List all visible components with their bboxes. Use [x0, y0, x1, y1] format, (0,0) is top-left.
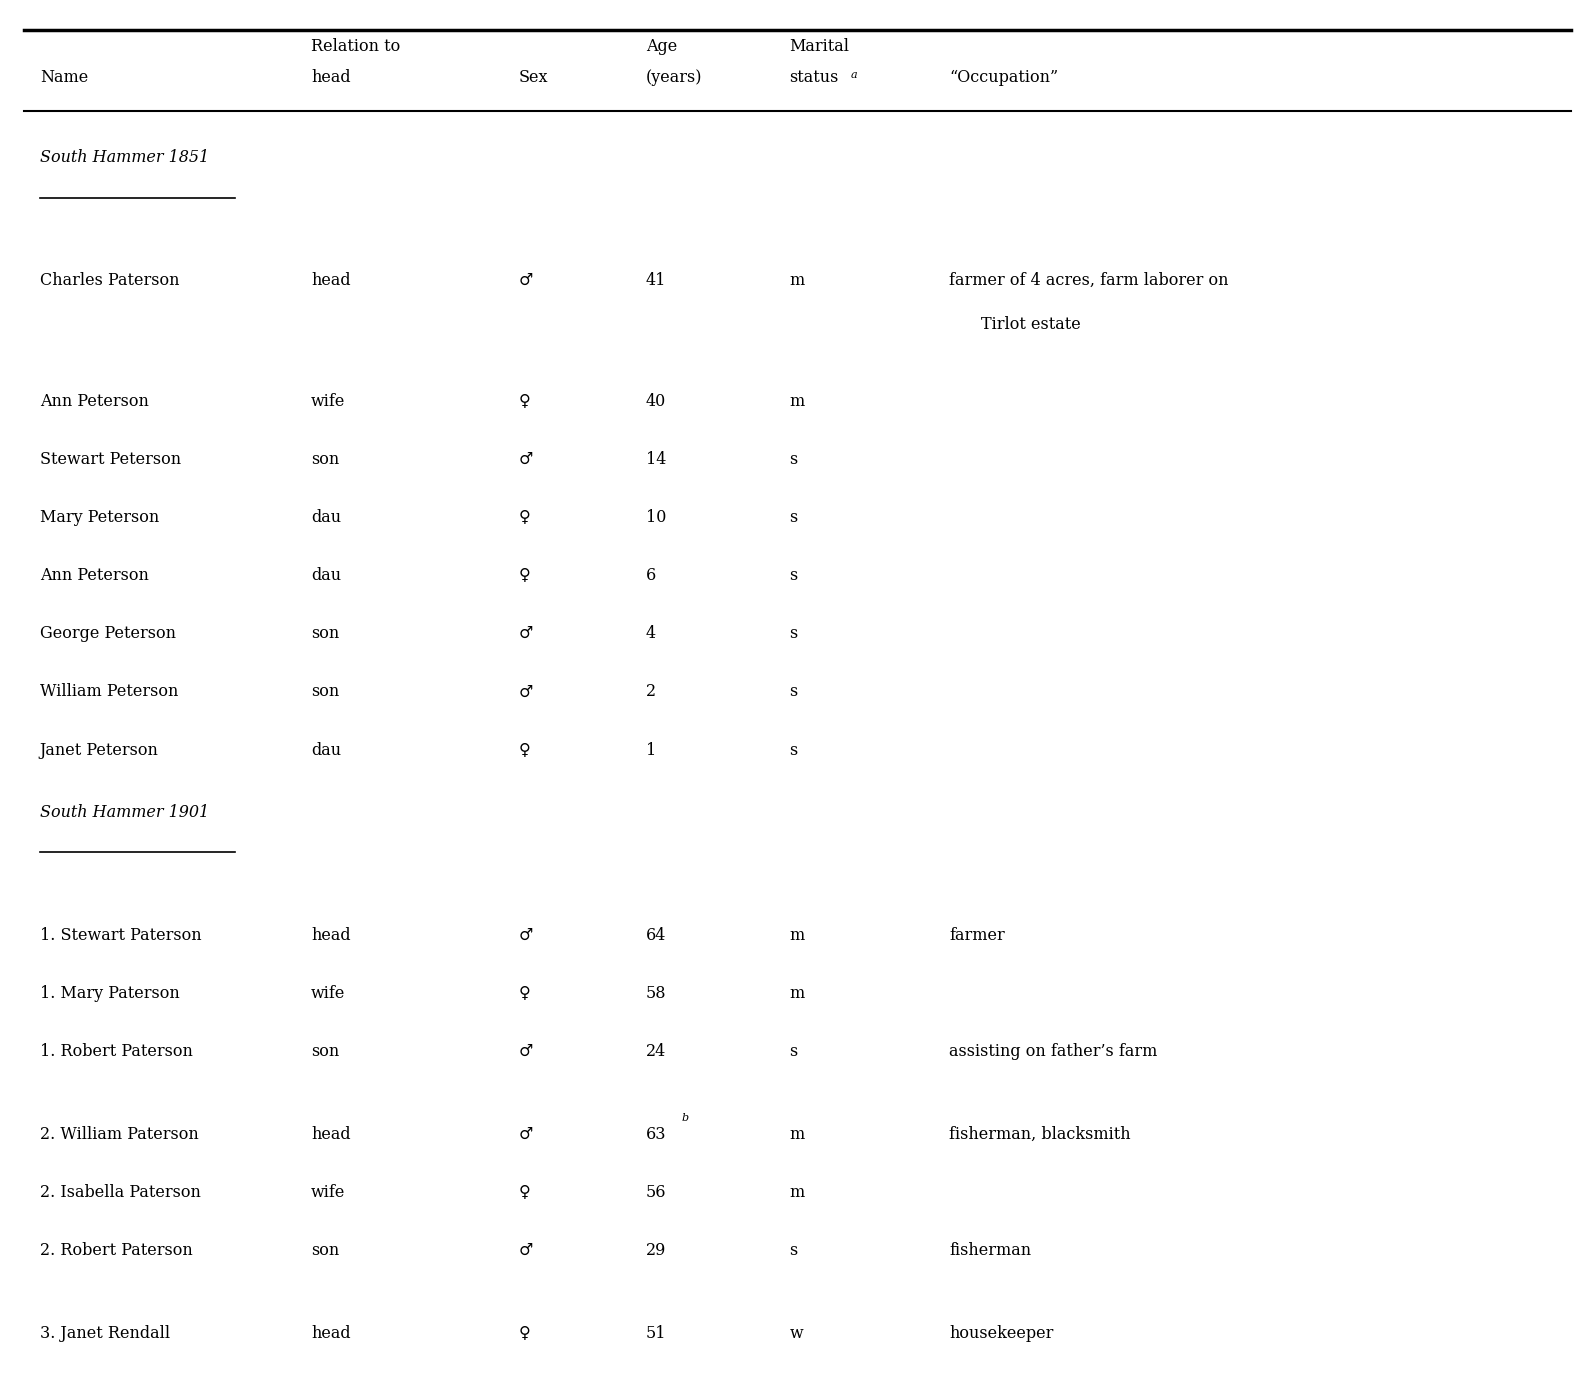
Text: ♀: ♀: [518, 1325, 530, 1342]
Text: Stewart Peterson: Stewart Peterson: [40, 451, 180, 467]
Text: ♀: ♀: [518, 567, 530, 584]
Text: 2. Robert Paterson: 2. Robert Paterson: [40, 1242, 193, 1259]
Text: Mary Peterson: Mary Peterson: [40, 509, 160, 526]
Text: Ann Peterson: Ann Peterson: [40, 393, 148, 409]
Text: 6: 6: [646, 567, 656, 584]
Text: m: m: [790, 1184, 805, 1200]
Text: wife: wife: [311, 1184, 346, 1200]
Text: Name: Name: [40, 69, 88, 86]
Text: 64: 64: [646, 927, 667, 943]
Text: w: w: [790, 1325, 804, 1342]
Text: 58: 58: [646, 985, 667, 1001]
Text: fisherman: fisherman: [949, 1242, 1030, 1259]
Text: s: s: [790, 1242, 798, 1259]
Text: ♂: ♂: [518, 1126, 533, 1142]
Text: s: s: [790, 683, 798, 700]
Text: s: s: [790, 451, 798, 467]
Text: George Peterson: George Peterson: [40, 625, 175, 642]
Text: Relation to: Relation to: [311, 39, 400, 55]
Text: Charles Paterson: Charles Paterson: [40, 272, 179, 289]
Text: Tirlot estate: Tirlot estate: [981, 315, 1081, 333]
Text: 40: 40: [646, 393, 667, 409]
Text: status: status: [790, 69, 839, 86]
Text: head: head: [311, 1325, 351, 1342]
Text: son: son: [311, 1242, 340, 1259]
Text: ♂: ♂: [518, 1242, 533, 1259]
Text: ♀: ♀: [518, 741, 530, 758]
Text: 1. Mary Paterson: 1. Mary Paterson: [40, 985, 180, 1001]
Text: s: s: [790, 509, 798, 526]
Text: 1: 1: [646, 741, 656, 758]
Text: head: head: [311, 69, 351, 86]
Text: ♀: ♀: [518, 985, 530, 1001]
Text: dau: dau: [311, 567, 341, 584]
Text: 56: 56: [646, 1184, 667, 1200]
Text: ♂: ♂: [518, 625, 533, 642]
Text: 2: 2: [646, 683, 656, 700]
Text: Ann Peterson: Ann Peterson: [40, 567, 148, 584]
Text: wife: wife: [311, 985, 346, 1001]
Text: son: son: [311, 451, 340, 467]
Text: ♂: ♂: [518, 272, 533, 289]
Text: William Peterson: William Peterson: [40, 683, 179, 700]
Text: South Hammer 1901: South Hammer 1901: [40, 804, 209, 822]
Text: son: son: [311, 1043, 340, 1059]
Text: ♀: ♀: [518, 509, 530, 526]
Text: ♂: ♂: [518, 1043, 533, 1059]
Text: assisting on father’s farm: assisting on father’s farm: [949, 1043, 1158, 1059]
Text: 51: 51: [646, 1325, 667, 1342]
Text: m: m: [790, 393, 805, 409]
Text: Marital: Marital: [790, 39, 850, 55]
Text: 29: 29: [646, 1242, 667, 1259]
Text: a: a: [850, 71, 857, 80]
Text: head: head: [311, 1126, 351, 1142]
Text: 63: 63: [646, 1126, 667, 1142]
Text: s: s: [790, 567, 798, 584]
Text: m: m: [790, 985, 805, 1001]
Text: 14: 14: [646, 451, 667, 467]
Text: Age: Age: [646, 39, 678, 55]
Text: dau: dau: [311, 741, 341, 758]
Text: m: m: [790, 272, 805, 289]
Text: s: s: [790, 741, 798, 758]
Text: 41: 41: [646, 272, 667, 289]
Text: b: b: [681, 1113, 687, 1123]
Text: Sex: Sex: [518, 69, 547, 86]
Text: ♂: ♂: [518, 683, 533, 700]
Text: wife: wife: [311, 393, 346, 409]
Text: s: s: [790, 625, 798, 642]
Text: fisherman, blacksmith: fisherman, blacksmith: [949, 1126, 1131, 1142]
Text: 24: 24: [646, 1043, 667, 1059]
Text: son: son: [311, 683, 340, 700]
Text: head: head: [311, 272, 351, 289]
Text: Janet Peterson: Janet Peterson: [40, 741, 160, 758]
Text: 4: 4: [646, 625, 656, 642]
Text: 2. Isabella Paterson: 2. Isabella Paterson: [40, 1184, 201, 1200]
Text: farmer: farmer: [949, 927, 1005, 943]
Text: housekeeper: housekeeper: [949, 1325, 1053, 1342]
Text: (years): (years): [646, 69, 702, 86]
Text: “Occupation”: “Occupation”: [949, 69, 1057, 86]
Text: head: head: [311, 927, 351, 943]
Text: 10: 10: [646, 509, 667, 526]
Text: m: m: [790, 1126, 805, 1142]
Text: South Hammer 1851: South Hammer 1851: [40, 149, 209, 166]
Text: m: m: [790, 927, 805, 943]
Text: s: s: [790, 1043, 798, 1059]
Text: 2. William Paterson: 2. William Paterson: [40, 1126, 199, 1142]
Text: dau: dau: [311, 509, 341, 526]
Text: 1. Robert Paterson: 1. Robert Paterson: [40, 1043, 193, 1059]
Text: farmer of 4 acres, farm laborer on: farmer of 4 acres, farm laborer on: [949, 272, 1228, 289]
Text: ♂: ♂: [518, 927, 533, 943]
Text: 3. Janet Rendall: 3. Janet Rendall: [40, 1325, 171, 1342]
Text: ♂: ♂: [518, 451, 533, 467]
Text: 1. Stewart Paterson: 1. Stewart Paterson: [40, 927, 201, 943]
Text: ♀: ♀: [518, 1184, 530, 1200]
Text: son: son: [311, 625, 340, 642]
Text: ♀: ♀: [518, 393, 530, 409]
